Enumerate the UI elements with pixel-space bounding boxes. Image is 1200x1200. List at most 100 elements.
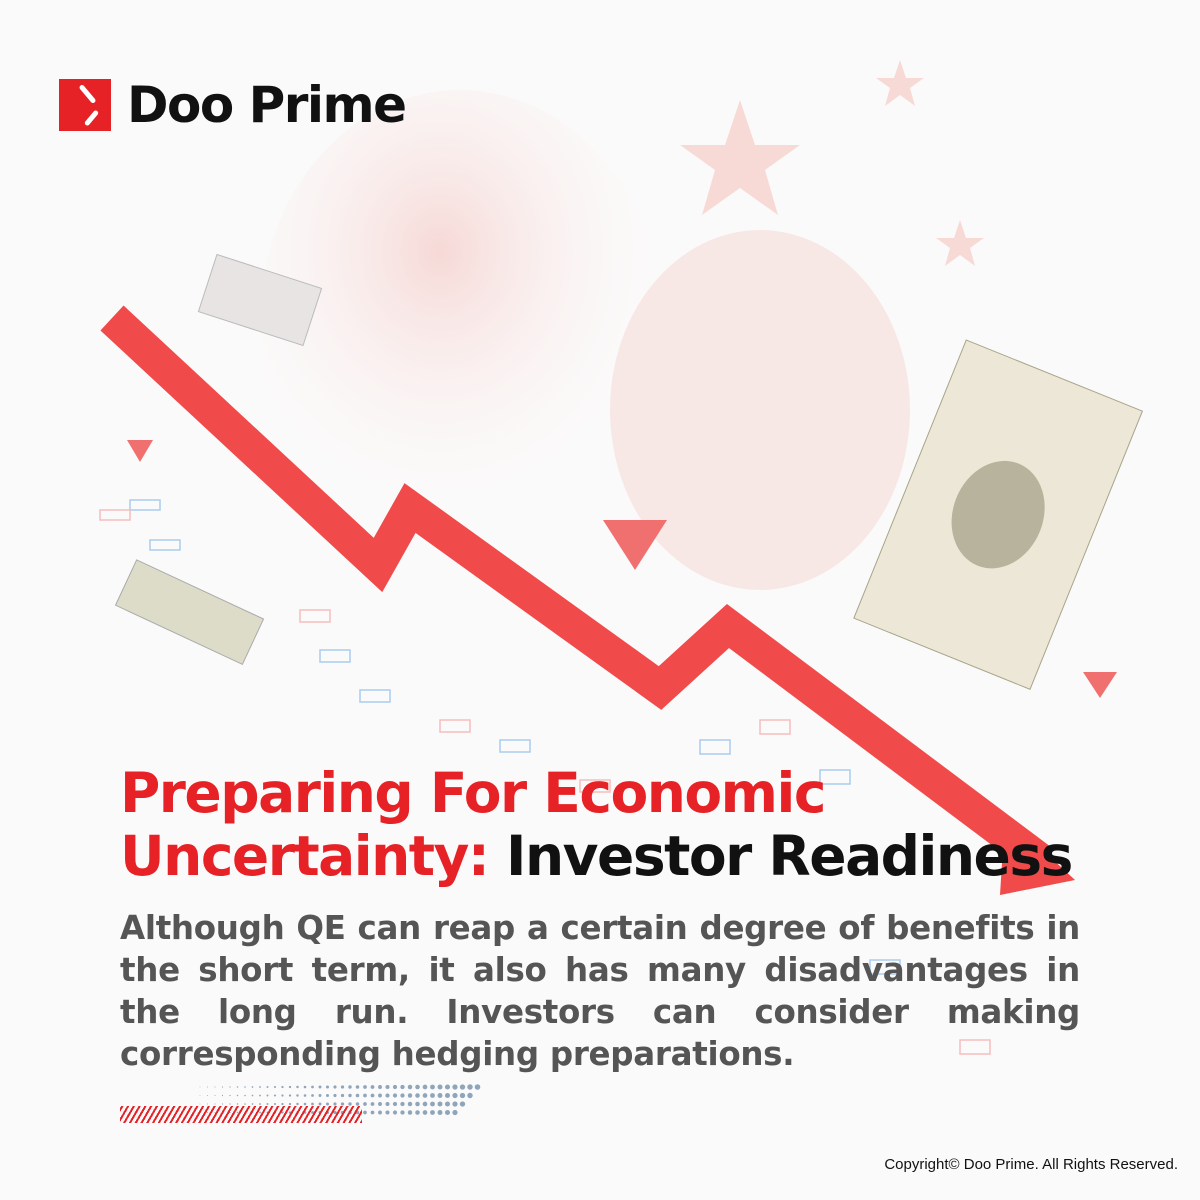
halftone-dot [355, 1102, 360, 1106]
halftone-dot [236, 1094, 239, 1097]
halftone-dot [266, 1103, 269, 1105]
halftone-dot [459, 1084, 466, 1090]
halftone-dot [244, 1094, 246, 1097]
halftone-dot [452, 1084, 458, 1090]
halftone-dot [355, 1093, 360, 1098]
halftone-dot [273, 1102, 277, 1106]
halftone-dot [340, 1102, 345, 1106]
halftone-dot [229, 1086, 231, 1088]
halftone-dot [467, 1092, 473, 1099]
halftone-dot [422, 1110, 428, 1115]
arrow-head [1000, 815, 1075, 895]
halftone-dot [474, 1084, 481, 1090]
halftone-dot [221, 1094, 224, 1097]
halftone-dot [415, 1110, 420, 1115]
halftone-dot [214, 1103, 216, 1105]
halftone-dot [221, 1086, 224, 1088]
halftone-dot [452, 1101, 458, 1107]
headline: Preparing For Economic Uncertainty: Inve… [120, 762, 1120, 888]
description: Although QE can reap a certain degree of… [120, 909, 1080, 1073]
halftone-dot [296, 1102, 299, 1106]
banknote-chinese [197, 253, 323, 347]
halftone-dot [318, 1102, 322, 1106]
logo-text: Doo Prime [127, 76, 407, 134]
halftone-dot [407, 1110, 413, 1115]
halftone-dot [214, 1094, 216, 1097]
hatched-stripe-decoration [120, 1106, 362, 1123]
halftone-dot [378, 1093, 382, 1098]
halftone-dot [273, 1085, 277, 1089]
halftone-dot [422, 1093, 428, 1098]
halftone-dot [273, 1094, 277, 1097]
halftone-dot [459, 1101, 466, 1107]
halftone-dot [400, 1110, 405, 1115]
halftone-dot [355, 1085, 360, 1089]
headline-red: Preparing For Economic Uncertainty: [120, 761, 826, 888]
halftone-dot [444, 1092, 451, 1099]
halftone-dot [311, 1094, 314, 1097]
halftone-dot [296, 1085, 299, 1089]
halftone-dot [214, 1086, 216, 1088]
banknote-ten-dollar [853, 339, 1144, 690]
halftone-dot [370, 1093, 375, 1098]
halftone-dot [363, 1085, 367, 1089]
halftone-dot [348, 1093, 352, 1098]
halftone-dot [370, 1110, 375, 1115]
halftone-dot [325, 1093, 330, 1098]
halftone-dot [288, 1094, 292, 1097]
halftone-dot [207, 1103, 208, 1105]
halftone-dot [407, 1101, 413, 1107]
halftone-dot [281, 1085, 284, 1089]
halftone-dot [333, 1102, 337, 1106]
halftone-dot [452, 1109, 458, 1116]
portrait-hamilton [610, 230, 910, 590]
halftone-dot [385, 1110, 390, 1115]
halftone-dot [288, 1102, 292, 1106]
halftone-dot [430, 1084, 435, 1090]
halftone-dot [251, 1086, 254, 1088]
halftone-dot [392, 1110, 398, 1115]
halftone-dot [311, 1085, 314, 1089]
halftone-dot [333, 1085, 337, 1089]
halftone-dot [392, 1093, 398, 1098]
halftone-dot [444, 1101, 451, 1107]
halftone-dot [444, 1109, 451, 1116]
halftone-dot [244, 1086, 246, 1088]
halftone-dot [385, 1084, 390, 1090]
halftone-dot [400, 1101, 405, 1107]
halftone-dot [363, 1102, 367, 1106]
halftone-dot [207, 1086, 208, 1088]
halftone-dot [207, 1095, 208, 1096]
halftone-dot [288, 1085, 292, 1089]
halftone-dot [318, 1094, 322, 1097]
halftone-dot [296, 1094, 299, 1097]
banknote-dollar-small [114, 559, 265, 666]
halftone-dot [385, 1093, 390, 1098]
portrait-franklin [260, 90, 660, 550]
halftone-dot [251, 1103, 254, 1105]
halftone-dot [318, 1085, 322, 1089]
falling-arrow [100, 305, 1051, 874]
halftone-dot [407, 1093, 413, 1098]
halftone-dot [422, 1084, 428, 1090]
halftone-dot [348, 1085, 352, 1089]
halftone-dot [311, 1102, 314, 1106]
halftone-dot [363, 1093, 367, 1098]
halftone-dot [437, 1093, 443, 1098]
halftone-dot [415, 1093, 420, 1098]
halftone-dot [415, 1084, 420, 1090]
halftone-dot [325, 1085, 330, 1089]
halftone-dot [199, 1103, 201, 1105]
halftone-dot [430, 1093, 435, 1098]
halftone-dot [378, 1102, 382, 1106]
halftone-dot [303, 1102, 307, 1106]
halftone-dot [437, 1101, 443, 1107]
logo-mark-icon [59, 79, 111, 131]
copyright-notice: Copyright© Doo Prime. All Rights Reserve… [884, 1156, 1178, 1173]
halftone-dot [221, 1103, 224, 1105]
halftone-dot [437, 1110, 443, 1115]
halftone-dot [333, 1093, 337, 1098]
halftone-dot [281, 1094, 284, 1097]
halftone-dot [259, 1103, 261, 1105]
